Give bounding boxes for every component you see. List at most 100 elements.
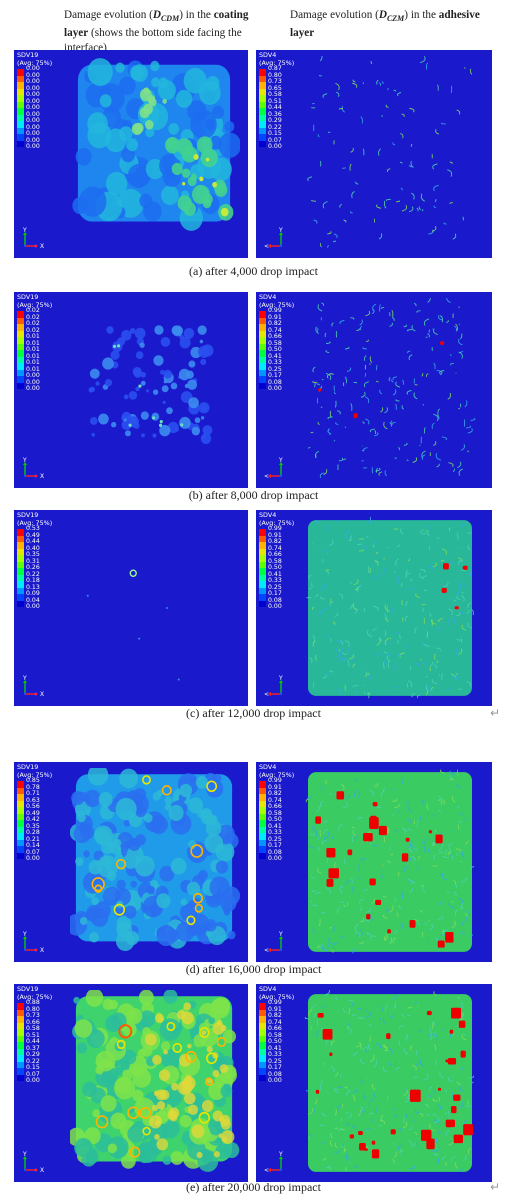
legend-swatch: [259, 140, 266, 147]
legend-value: 0.51: [26, 1031, 40, 1039]
legend-value: 0.14: [26, 842, 40, 849]
legend-value: 0.99: [268, 777, 282, 784]
legend-values: 0.87 0.80 0.73 0.65 0.58 0.51 0.44 0.36 0.29 0.22…: [268, 65, 282, 151]
symbol-sub: CZM: [386, 14, 405, 24]
legend-var-name: SDV4: [259, 763, 277, 771]
legend-swatch: [259, 813, 266, 820]
axis-y-label: Y: [278, 227, 283, 234]
header-prefix: Damage evolution (: [290, 9, 379, 21]
legend-value: 0.00: [26, 1077, 40, 1084]
legend-value: 0.13: [26, 583, 40, 591]
legend-value: 0.17: [268, 842, 282, 849]
legend-value: 0.74: [268, 544, 282, 552]
axis-y-label: Y: [22, 931, 27, 938]
axis-triad: Y <: [261, 226, 295, 250]
damage-contour-map: [70, 516, 240, 700]
legend-value: 0.78: [26, 783, 40, 791]
legend-swatch: [259, 548, 266, 555]
caption: (a) after 4,000 drop impact: [189, 264, 318, 278]
legend-swatch: [17, 75, 24, 82]
legend-swatch: [17, 1061, 24, 1068]
legend-swatch: [259, 787, 266, 794]
legend-swatch: [259, 1061, 266, 1068]
legend-swatch: [259, 542, 266, 549]
legend-values: 0.85 0.78 0.71 0.63 0.56 0.49 0.42 0.35 0.28 0.21…: [26, 777, 40, 863]
legend-value: 0.07: [26, 848, 40, 856]
legend-swatch: [259, 317, 266, 324]
legend-value: 0.66: [268, 333, 282, 340]
legend-swatch: [259, 839, 266, 846]
legend-value: 0.91: [268, 313, 282, 321]
legend-value: 0.73: [26, 1012, 40, 1019]
legend-swatch: [17, 600, 24, 607]
legend-swatch: [259, 529, 266, 536]
legend-value: 0.99: [268, 999, 282, 1006]
legend-value: 0.00: [26, 104, 40, 111]
legend-value: 0.01: [26, 365, 40, 373]
svg-text:<: <: [264, 1167, 269, 1174]
legend-average: (Avg: 75%): [17, 770, 53, 779]
legend-value: 0.33: [268, 359, 282, 366]
legend-swatch: [259, 600, 266, 607]
legend-value: 0.50: [268, 564, 282, 571]
axis-y-label: Y: [278, 931, 283, 938]
svg-text:<: <: [264, 243, 269, 250]
legend-value: 0.58: [268, 1031, 282, 1039]
legend-swatch: [259, 1055, 266, 1062]
legend-value: 0.01: [26, 359, 40, 366]
legend-swatch: [17, 542, 24, 549]
damage-contour-map: [70, 56, 240, 252]
legend-title: SDV4 (Avg: 75%): [259, 985, 295, 1001]
axis-triad: Y <: [261, 930, 295, 954]
legend-swatch: [259, 382, 266, 389]
legend-value: 0.02: [26, 307, 40, 314]
legend-value: 0.91: [268, 1005, 282, 1013]
damage-contour-map: [304, 768, 476, 956]
legend-swatch: [17, 82, 24, 89]
legend-swatch: [259, 1035, 266, 1042]
legend-swatch: [17, 324, 24, 331]
axis-y-label: Y: [278, 675, 283, 682]
adhesive-damage-panel: SDV4 (Avg: 75%) 0.99 0.91 0.82 0.74 0.66 0.58 0.…: [256, 984, 492, 1182]
legend-swatch: [17, 820, 24, 827]
legend-swatch: [17, 1048, 24, 1055]
legend-value: 0.17: [268, 590, 282, 597]
legend-value: 0.82: [268, 538, 282, 545]
legend-value: 0.74: [268, 326, 282, 334]
legend-value: 0.58: [268, 91, 282, 98]
legend-average: (Avg: 75%): [17, 992, 53, 1001]
legend-value: 0.04: [26, 596, 40, 604]
symbol-sub: CDM: [160, 14, 180, 24]
header-bold: coating layer: [64, 9, 249, 40]
legend-var-name: SDV4: [259, 293, 277, 301]
legend-value: 0.08: [268, 1070, 282, 1078]
legend-value: 0.66: [26, 1018, 40, 1026]
legend-swatch: [17, 529, 24, 536]
legend-swatch: [17, 581, 24, 588]
axis-y-label: Y: [22, 675, 27, 682]
legend-swatch: [17, 1055, 24, 1062]
legend-average: (Avg: 75%): [259, 300, 295, 309]
legend-average: (Avg: 75%): [259, 992, 295, 1001]
axis-y-label: Y: [22, 227, 27, 234]
damage-contour-map: [70, 990, 240, 1176]
axis-x-label: X: [40, 1167, 44, 1174]
legend-value: 0.51: [268, 97, 282, 105]
legend-color-bar: [259, 311, 266, 389]
legend-swatch: [17, 1016, 24, 1023]
legend-value: 0.65: [268, 84, 282, 92]
damage-contour-map: [70, 768, 240, 956]
legend-value: 0.02: [26, 313, 40, 321]
legend-swatch: [259, 376, 266, 383]
legend-value: 0.56: [26, 803, 40, 810]
legend-value: 0.44: [26, 1038, 40, 1045]
legend-value: 0.00: [26, 84, 40, 92]
legend-value: 0.99: [268, 307, 282, 314]
legend-var-name: SDV19: [17, 51, 39, 59]
axis-triad: Y <: [261, 456, 295, 480]
legend-swatch: [17, 1068, 24, 1075]
axis-x-label: X: [40, 243, 44, 250]
legend-value: 0.09: [26, 590, 40, 597]
legend-values: 0.99 0.91 0.82 0.74 0.66 0.58 0.50 0.41 0.33 0.25…: [268, 999, 282, 1085]
